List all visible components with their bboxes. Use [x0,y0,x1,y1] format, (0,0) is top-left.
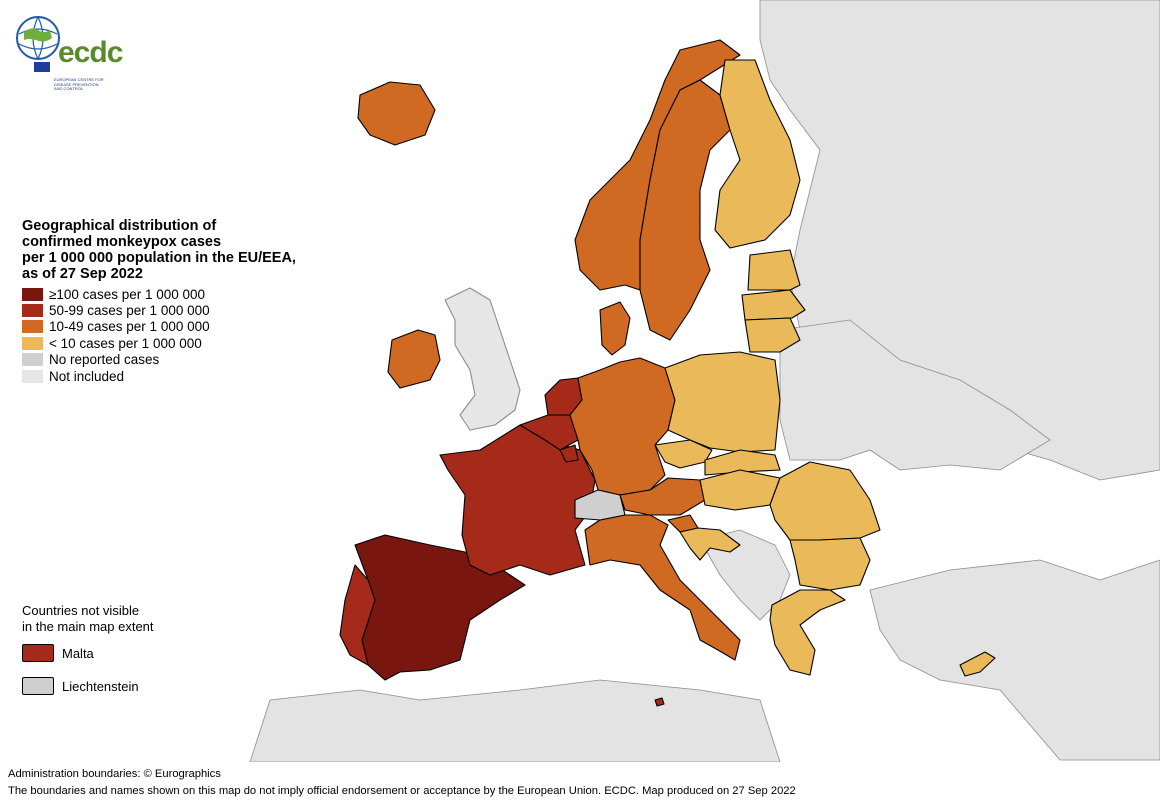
not-visible-item: Malta [22,642,222,664]
turkey-region [869,559,1160,761]
not-visible-title: Countries not visible in the main map ex… [22,603,154,634]
legend-swatch [22,369,43,383]
region-switzerland [574,489,626,521]
legend-swatch [22,336,43,350]
region-slovakia [704,449,781,476]
region-italy [584,514,741,661]
not-visible-label: Malta [62,645,94,661]
legend-label: 10-49 cases per 1 000 000 [49,319,210,335]
legend-swatch [22,304,43,318]
legend-item: 10-49 cases per 1 000 000 [22,319,342,335]
region-iceland [357,81,436,146]
not-visible-item: Liechtenstein [22,675,222,697]
region-germany [569,357,676,496]
legend-item: 50-99 cases per 1 000 000 [22,302,342,318]
region-estonia [747,249,801,291]
region-finland [714,59,801,249]
region-malta [654,697,665,707]
not-visible-panel: Countries not visible in the main map ex… [22,603,222,708]
region-poland [664,351,781,453]
legend-label: 50-99 cases per 1 000 000 [49,303,210,319]
legend-item: No reported cases [22,352,342,368]
ecdc-wordmark: ecdc [58,36,123,69]
non-eu-land [249,0,1160,762]
not-visible-swatch [22,644,54,662]
region-bulgaria [789,537,871,591]
legend-swatch [22,320,43,334]
legend-label: Not included [49,368,125,384]
legend-label: < 10 cases per 1 000 000 [49,335,202,351]
north-africa-region [249,679,781,762]
region-greece [769,589,846,676]
legend-item: < 10 cases per 1 000 000 [22,335,342,351]
legend-label: ≥100 cases per 1 000 000 [49,286,206,302]
legend-item: ≥100 cases per 1 000 000 [22,286,342,302]
region-denmark [599,301,631,356]
legend-label: No reported cases [49,352,160,368]
region-ireland [387,329,441,389]
region-hungary [699,469,781,511]
region-luxembourg [559,444,579,463]
region-united-kingdom [444,287,521,431]
region-cyprus [959,651,996,677]
not-visible-items: Malta Liechtenstein [22,642,222,697]
region-portugal [339,564,376,666]
globe-icon [16,16,60,72]
not-visible-label: Liechtenstein [62,678,139,694]
not-visible-swatch [22,677,54,695]
footer-disclaimer: The boundaries and names shown on this m… [8,785,796,797]
balkans-region [699,529,791,621]
legend: Geographical distribution of confirmed m… [22,218,342,384]
footer: Administration boundaries: © Eurographic… [8,766,1158,800]
legend-swatch [22,287,43,301]
region-croatia [679,527,741,561]
legend-item: Not included [22,368,342,384]
region-lithuania [744,317,801,353]
footer-attribution: Administration boundaries: © Eurographic… [8,768,221,780]
legend-title: Geographical distribution of confirmed m… [22,218,296,282]
legend-swatch [22,353,43,367]
eu-eea-regions [339,39,996,707]
map-area: ecdc EUROPEAN CENTRE FOR DISEASE PREVENT… [14,0,1160,762]
ecdc-logo: ecdc EUROPEAN CENTRE FOR DISEASE PREVENT… [14,12,123,94]
region-romania [769,461,881,541]
region-latvia [741,289,806,321]
belarus-ukraine-region [779,319,1051,471]
legend-items: ≥100 cases per 1 000 000 50-99 cases per … [22,286,342,384]
europe-map [249,0,1160,762]
ecdc-subtitle: EUROPEAN CENTRE FOR DISEASE PREVENTION A… [54,77,104,92]
